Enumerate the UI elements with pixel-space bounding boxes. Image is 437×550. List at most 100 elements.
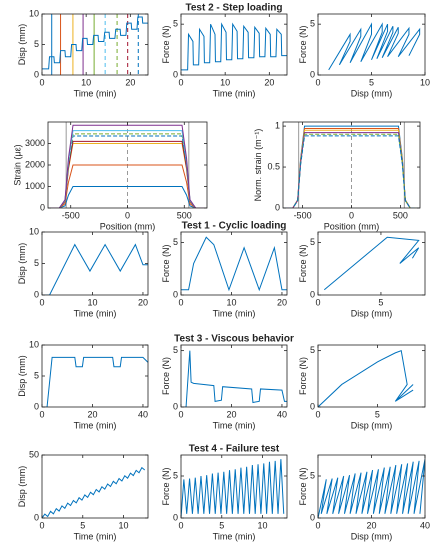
x-tick-label: 10	[258, 520, 268, 530]
y-tick-label: 5	[173, 470, 178, 480]
axes-box	[41, 13, 149, 76]
x-tick-label: 10	[226, 297, 236, 307]
x-axis-label: Time (min)	[213, 308, 256, 318]
y-axis-label: Disp (mm)	[17, 243, 27, 285]
y-tick-label: 0	[310, 401, 315, 411]
y-tick-label: 0	[310, 512, 315, 522]
panel: 0 20 40 0 5 Time (min) Force (N) Test 3 - Visco…	[161, 334, 294, 431]
x-tick-label: 40	[277, 409, 287, 419]
data-line	[48, 186, 207, 208]
axes-box	[180, 344, 288, 408]
panel: -500 0 500 0 1000 2000 3000 Position (mm) Strain…	[13, 121, 208, 231]
x-tick-label: 20	[87, 409, 97, 419]
y-tick-label: 0	[34, 401, 39, 411]
y-tick-label: 1	[275, 120, 280, 130]
x-tick-label: 5	[375, 409, 380, 419]
y-tick-label: 0	[34, 69, 39, 79]
y-axis-label: Norm. strain (m⁻¹)	[253, 129, 263, 202]
data-line	[283, 135, 420, 208]
y-tick-label: 10	[29, 226, 39, 236]
y-tick-label: 5	[173, 19, 178, 29]
y-tick-label: 0	[173, 401, 178, 411]
panel: 0 20 40 0 5 10 Time (min) Disp (mm)	[17, 339, 149, 430]
data-line	[42, 466, 146, 518]
panel: 0 5 10 0 50 Time (min) Disp (mm)	[17, 449, 149, 541]
y-tick-label: 5	[310, 470, 315, 480]
y-axis-label: Force (N)	[298, 25, 308, 63]
x-axis-label: Time (min)	[74, 88, 117, 98]
data-line	[323, 236, 420, 291]
y-axis-label: Force (N)	[298, 244, 308, 282]
y-tick-label: 5	[310, 19, 315, 29]
y-tick-label: 5	[34, 39, 39, 49]
y-tick-label: 10	[29, 339, 39, 349]
x-tick-label: 0	[39, 520, 44, 530]
y-tick-label: 0	[173, 512, 178, 522]
x-axis-label: Disp (mm)	[351, 308, 393, 318]
x-axis-label: Time (min)	[74, 531, 117, 541]
data-line	[181, 459, 285, 518]
y-axis-label: Force (N)	[161, 357, 171, 395]
x-tick-label: 20	[366, 520, 376, 530]
x-tick-label: 20	[277, 297, 287, 307]
panel-title: Test 3 - Viscous behavior	[174, 334, 294, 345]
y-tick-label: 5	[310, 237, 315, 247]
y-tick-label: 5	[34, 258, 39, 268]
data-line	[42, 356, 148, 407]
axes-box	[317, 344, 426, 408]
y-tick-label: 5	[173, 345, 178, 355]
y-axis-label: Disp (mm)	[17, 466, 27, 508]
y-tick-label: 0	[173, 289, 178, 299]
y-axis-label: Force (N)	[161, 25, 171, 63]
x-tick-label: 5	[369, 77, 374, 87]
x-tick-label: 10	[420, 77, 430, 87]
y-axis-label: Force (N)	[161, 244, 171, 282]
data-line	[181, 22, 287, 71]
panel-title: Test 4 - Failure test	[189, 444, 280, 455]
x-axis-label: Time (min)	[213, 88, 256, 98]
y-tick-label: 0	[310, 289, 315, 299]
x-tick-label: 20	[125, 77, 135, 87]
x-axis-label: Disp (mm)	[351, 531, 393, 541]
x-tick-label: 0	[178, 520, 183, 530]
x-tick-label: 0	[315, 520, 320, 530]
data-line	[328, 22, 421, 71]
x-tick-label: 5	[378, 297, 383, 307]
data-line	[42, 243, 148, 295]
x-tick-label: 0	[315, 77, 320, 87]
x-tick-label: 500	[393, 210, 408, 220]
axes-box	[317, 231, 426, 296]
x-tick-label: 20	[226, 409, 236, 419]
x-tick-label: 5	[80, 520, 85, 530]
data-line	[48, 124, 207, 208]
y-tick-label: 0	[310, 69, 315, 79]
axes-box	[41, 344, 149, 408]
x-tick-label: 0	[39, 297, 44, 307]
x-tick-label: 0	[178, 77, 183, 87]
x-axis-label: Disp (mm)	[351, 420, 393, 430]
x-tick-label: 40	[420, 520, 430, 530]
axes-box	[180, 454, 288, 519]
x-axis-label: Time (min)	[213, 531, 256, 541]
x-tick-label: 0	[125, 210, 130, 220]
x-tick-label: 0	[178, 409, 183, 419]
y-tick-label: 0	[173, 69, 178, 79]
x-axis-label: Time (min)	[74, 420, 117, 430]
axes-box	[180, 231, 288, 296]
panel-title: Test 1 - Cyclic loading	[182, 221, 287, 232]
x-tick-label: 10	[220, 77, 230, 87]
y-axis-label: Disp (mm)	[17, 24, 27, 66]
x-tick-label: 20	[138, 297, 148, 307]
y-tick-label: 1000	[25, 181, 45, 191]
x-tick-label: 10	[81, 77, 91, 87]
y-tick-label: 0	[275, 202, 280, 212]
x-tick-label: 0	[39, 409, 44, 419]
panel: 0 20 40 0 5 Disp (mm) Force (N)	[298, 454, 430, 541]
x-tick-label: 0	[39, 77, 44, 87]
axes-box	[41, 231, 149, 296]
data-line	[42, 16, 148, 70]
data-line	[181, 236, 287, 292]
